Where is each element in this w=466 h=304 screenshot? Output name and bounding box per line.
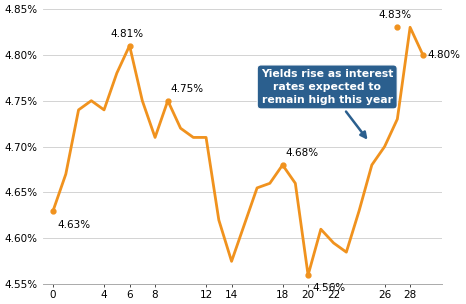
Text: Yields rise as interest
rates expected to
remain high this year: Yields rise as interest rates expected t…: [261, 69, 393, 138]
Text: 4.68%: 4.68%: [285, 148, 318, 158]
Text: 4.75%: 4.75%: [171, 84, 204, 94]
Text: 4.83%: 4.83%: [378, 10, 411, 20]
Text: 4.56%: 4.56%: [312, 283, 345, 293]
Text: 4.80%: 4.80%: [427, 50, 460, 60]
Text: 4.81%: 4.81%: [110, 29, 144, 39]
Text: 4.63%: 4.63%: [57, 220, 90, 230]
